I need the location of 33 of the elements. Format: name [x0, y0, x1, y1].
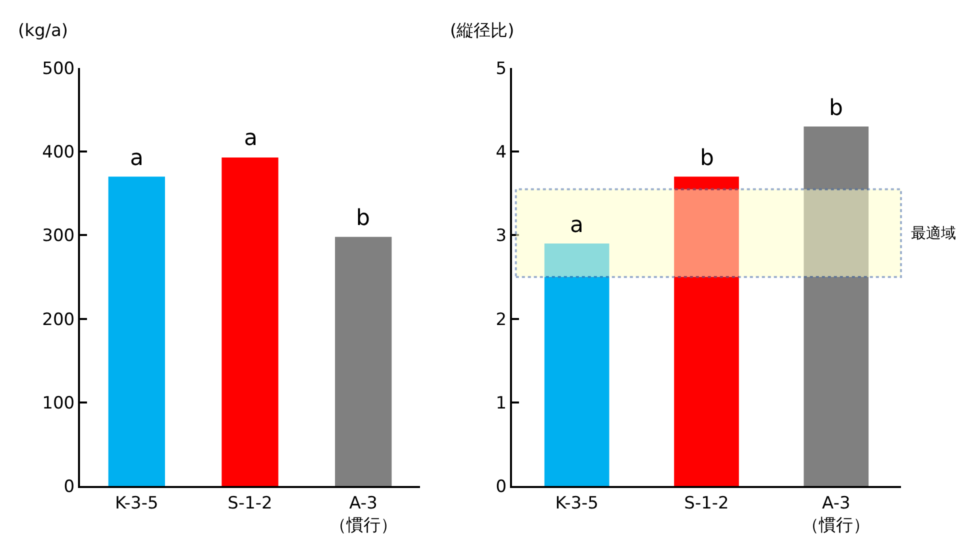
x-tick-label: S-1-2	[228, 493, 272, 514]
y-tick-label: 300	[42, 226, 75, 246]
annotation: b	[829, 96, 843, 121]
y-axis-title: (縦径比)	[450, 21, 514, 41]
band-label: 最適域	[911, 224, 956, 242]
bar	[674, 176, 739, 486]
y-tick-label: 5	[496, 58, 507, 79]
y-tick-label: 0	[496, 476, 507, 497]
bar	[335, 236, 392, 486]
y-tick-label: 0	[64, 476, 75, 497]
bar	[544, 244, 610, 486]
y-tick-label: 500	[42, 58, 75, 79]
y-tick-label: 1	[496, 393, 507, 414]
y-tick-label: 4	[496, 142, 507, 163]
bar	[222, 157, 278, 486]
annotation: a	[130, 146, 144, 171]
y-axis-title: (kg/a)	[18, 21, 68, 41]
bar	[804, 126, 869, 486]
x-tick-label: A-3 （慣行）	[802, 493, 870, 536]
y-tick-label: 100	[42, 393, 75, 414]
annotation: b	[700, 146, 714, 171]
x-tick-label: A-3 （慣行）	[329, 493, 398, 536]
annotation: a	[244, 126, 258, 151]
y-tick-label: 200	[42, 310, 75, 330]
y-tick-label: 2	[496, 310, 507, 330]
x-tick-label: K-3-5	[115, 493, 158, 514]
annotation: a	[570, 213, 584, 238]
annotation: b	[356, 206, 370, 231]
y-tick-label: 3	[496, 226, 507, 246]
y-tick-label: 400	[42, 142, 75, 163]
x-tick-label: K-3-5	[555, 493, 598, 514]
x-tick-label: S-1-2	[684, 493, 729, 514]
bar	[108, 176, 165, 486]
